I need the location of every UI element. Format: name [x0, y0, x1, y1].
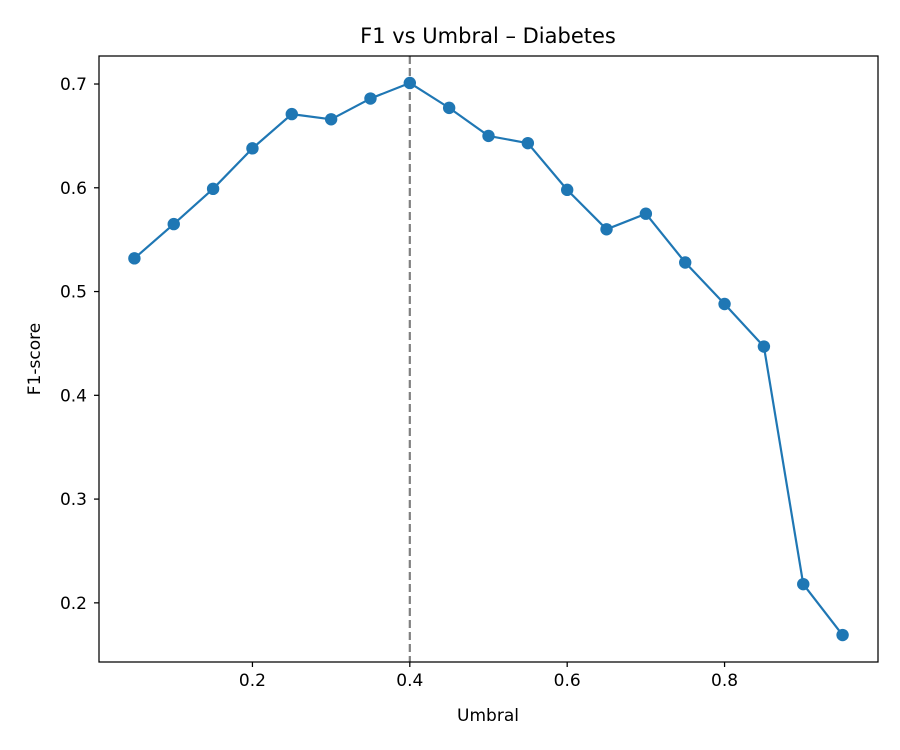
x-axis-label: Umbral [457, 706, 519, 726]
data-point [403, 76, 417, 90]
data-point [324, 113, 338, 126]
chart-title: F1 vs Umbral – Diabetes [360, 24, 616, 48]
y-tick-label: 0.4 [60, 386, 87, 406]
data-point [364, 92, 377, 105]
y-tick-label: 0.2 [60, 594, 87, 614]
data-point [600, 223, 613, 236]
data-point [639, 207, 653, 220]
data-point [206, 182, 220, 196]
x-tick-label: 0.2 [239, 671, 266, 691]
data-point [718, 297, 731, 311]
data-point [757, 340, 771, 353]
y-tick-label: 0.6 [60, 179, 87, 199]
data-point [521, 136, 535, 150]
data-point [246, 142, 259, 155]
y-tick-label: 0.5 [60, 283, 87, 303]
x-tick-label: 0.4 [396, 671, 423, 691]
x-axis: 0.2 0.4 0.6 0.8 [239, 662, 738, 691]
data-point [442, 101, 456, 115]
data-point [836, 628, 849, 642]
data-point [797, 577, 810, 591]
data-point [560, 183, 574, 197]
data-point [167, 217, 180, 231]
x-tick-label: 0.6 [554, 671, 581, 691]
y-tick-label: 0.7 [60, 75, 87, 95]
data-point [285, 107, 298, 121]
data-point [128, 252, 141, 265]
y-axis-label: F1-score [25, 323, 45, 395]
x-tick-label: 0.8 [711, 671, 738, 691]
data-point [482, 129, 495, 143]
plot-frame [98, 55, 879, 663]
plot-area [128, 56, 849, 662]
data-point [679, 256, 692, 269]
y-tick-label: 0.3 [60, 490, 87, 510]
y-axis: 0.2 0.3 0.4 0.5 0.6 0.7 [60, 75, 99, 614]
